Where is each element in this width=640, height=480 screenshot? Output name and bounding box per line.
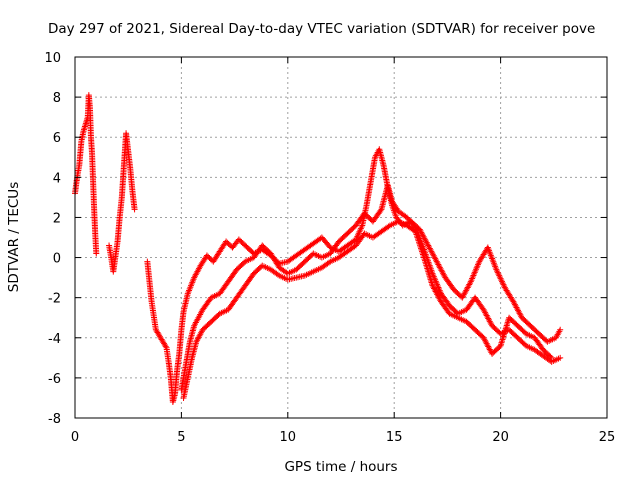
data-point — [93, 250, 100, 257]
data-point — [467, 280, 474, 287]
x-tick-label: 20 — [492, 430, 509, 445]
y-tick-label: 8 — [53, 91, 61, 106]
data-point — [274, 271, 281, 278]
series-trace-c — [180, 218, 555, 401]
plot-frame — [74, 56, 608, 419]
y-tick-label: 4 — [53, 171, 61, 186]
data-point — [377, 207, 384, 214]
data-point — [548, 354, 555, 361]
x-tick-label: 5 — [177, 430, 185, 445]
x-axis-label: GPS time / hours — [284, 459, 397, 475]
series-trace-a — [72, 92, 564, 405]
y-tick-label: -8 — [48, 412, 61, 427]
y-tick-label: -4 — [48, 332, 61, 347]
y-tick-label: -2 — [48, 292, 61, 307]
data-point — [557, 354, 564, 361]
data-point — [547, 353, 554, 360]
x-tick-label: 25 — [599, 430, 616, 445]
series-trace-b — [178, 182, 564, 393]
x-tick-label: 10 — [280, 430, 297, 445]
axis-ticks: 0 5 10 15 20 25 -8 -6 -4 -2 0 2 4 6 8 10 — [44, 51, 615, 445]
y-tick-label: 2 — [53, 211, 61, 226]
y-tick-label: 10 — [44, 51, 61, 66]
data-point — [325, 259, 332, 266]
data-point — [557, 326, 564, 333]
chart-title: Day 297 of 2021, Sidereal Day-to-day VTE… — [48, 21, 595, 37]
data-point — [131, 206, 138, 213]
x-tick-label: 15 — [386, 430, 403, 445]
data-points — [72, 92, 564, 405]
y-tick-label: 6 — [53, 131, 61, 146]
x-tick-label: 0 — [71, 430, 79, 445]
y-tick-label: -6 — [48, 372, 61, 387]
data-point — [385, 223, 392, 230]
data-point — [162, 343, 169, 350]
y-tick-label: 0 — [53, 252, 61, 267]
y-axis-label: SDTVAR / TECUs — [6, 182, 22, 292]
